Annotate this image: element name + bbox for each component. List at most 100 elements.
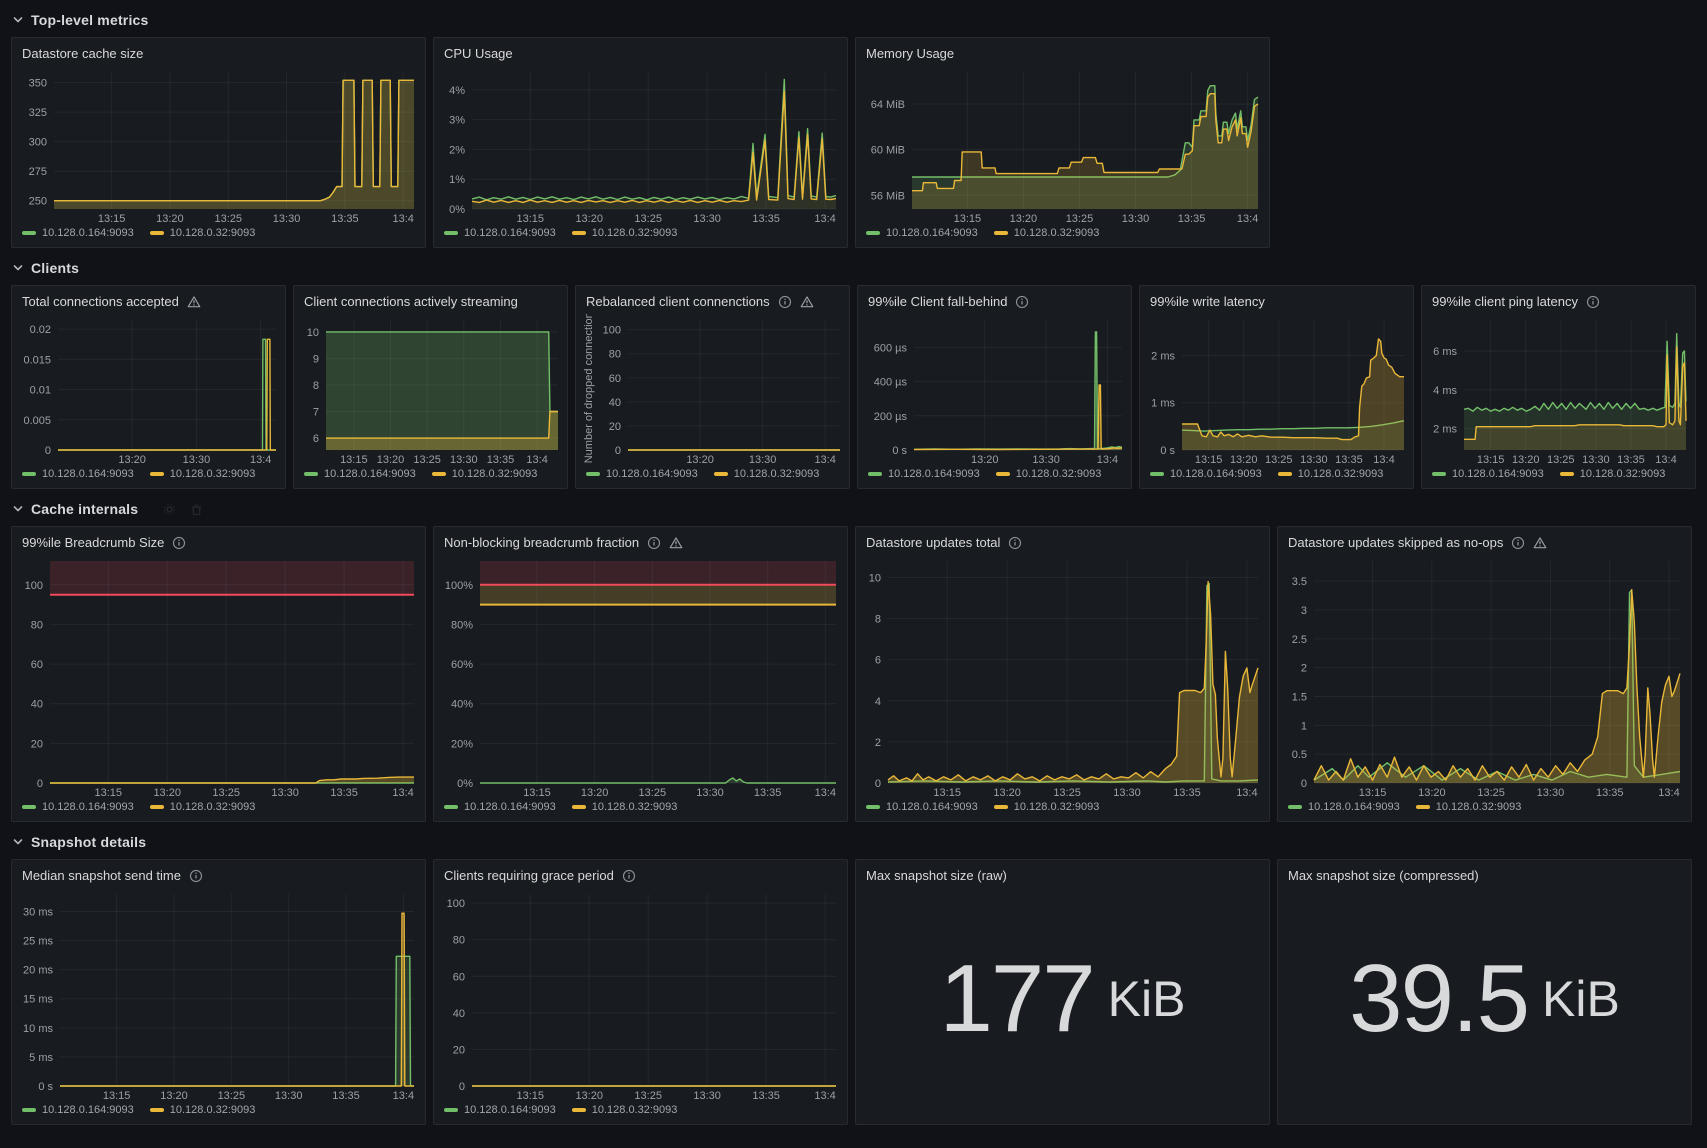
panel-title[interactable]: Non-blocking breadcrumb fraction xyxy=(444,534,640,550)
legend-item[interactable]: 10.128.0.32:9093 xyxy=(1277,468,1383,480)
svg-text:13:25: 13:25 xyxy=(1477,787,1505,799)
info-icon[interactable] xyxy=(778,295,792,309)
legend-item[interactable]: 10.128.0.164:9093 xyxy=(22,801,134,813)
chart-datastore-updates-total[interactable]: 0 2 4 6 8 10 13:15 13:20 13:25 13:30 13:35 13:4 xyxy=(864,555,1261,799)
panel-header: Total connections accepted xyxy=(12,286,285,314)
panel-title[interactable]: Memory Usage xyxy=(866,45,955,61)
svg-text:13:15: 13:15 xyxy=(94,787,122,799)
legend-item[interactable]: 10.128.0.164:9093 xyxy=(304,468,416,480)
panel-title[interactable]: Datastore updates skipped as no-ops xyxy=(1288,534,1504,550)
legend-item[interactable]: 10.128.0.32:9093 xyxy=(993,801,1099,813)
legend-item[interactable]: 10.128.0.32:9093 xyxy=(1415,801,1521,813)
legend-item[interactable]: 10.128.0.164:9093 xyxy=(866,227,978,239)
panel-title[interactable]: Datastore cache size xyxy=(22,45,144,61)
legend-item[interactable]: 10.128.0.164:9093 xyxy=(22,227,134,239)
legend-item[interactable]: 10.128.0.32:9093 xyxy=(993,227,1099,239)
warning-icon[interactable] xyxy=(1533,536,1547,550)
panel-header: Client connections actively streaming xyxy=(294,286,567,314)
warning-icon[interactable] xyxy=(187,295,201,309)
info-icon[interactable] xyxy=(172,536,186,550)
info-icon[interactable] xyxy=(647,536,661,550)
legend-item[interactable]: 10.128.0.32:9093 xyxy=(149,468,255,480)
section-header-clients[interactable]: Clients xyxy=(12,258,1707,278)
legend-item[interactable]: 10.128.0.164:9093 xyxy=(444,1104,556,1116)
legend-item[interactable]: 10.128.0.164:9093 xyxy=(586,468,698,480)
svg-text:40: 40 xyxy=(453,1008,465,1020)
legend-item[interactable]: 10.128.0.164:9093 xyxy=(866,801,978,813)
warning-icon[interactable] xyxy=(800,295,814,309)
panel-header: Datastore updates total xyxy=(856,527,1269,555)
legend-item[interactable]: 10.128.0.32:9093 xyxy=(713,468,819,480)
info-icon[interactable] xyxy=(1008,536,1022,550)
svg-text:13:4: 13:4 xyxy=(1237,213,1258,225)
legend-item[interactable]: 10.128.0.164:9093 xyxy=(1150,468,1262,480)
warning-icon[interactable] xyxy=(669,536,683,550)
chart-99-ile-write-latency[interactable]: 0 s 1 ms 2 ms 13:15 13:20 13:25 13:30 13:35 13:4 xyxy=(1148,314,1407,466)
legend-item[interactable]: 10.128.0.32:9093 xyxy=(995,468,1101,480)
svg-text:0: 0 xyxy=(37,778,43,790)
chart-rebalanced-client-connenctions[interactable]: 0 20 40 60 80 100 13:20 13:30 13:4 Number of drop… xyxy=(584,314,843,466)
info-icon[interactable] xyxy=(189,869,203,883)
panel-title[interactable]: Rebalanced client connenctions xyxy=(586,293,770,309)
legend-item[interactable]: 10.128.0.32:9093 xyxy=(571,1104,677,1116)
chart-datastore-updates-skipped-as-no-ops[interactable]: 0 0.5 1 1.5 2 2.5 3 3.5 13:15 13:20 13:25 13:30 13:3… xyxy=(1286,555,1683,799)
info-icon[interactable] xyxy=(1586,295,1600,309)
panel-title[interactable]: Max snapshot size (raw) xyxy=(866,867,1007,883)
legend-item[interactable]: 10.128.0.32:9093 xyxy=(149,801,255,813)
svg-text:0: 0 xyxy=(1301,778,1307,790)
svg-text:20 ms: 20 ms xyxy=(23,965,53,977)
chevron-down-icon xyxy=(13,265,23,271)
panel-title[interactable]: 99%ile client ping latency xyxy=(1432,293,1578,309)
panel-title[interactable]: 99%ile Breadcrumb Size xyxy=(22,534,165,550)
panel-title[interactable]: 99%ile write latency xyxy=(1150,293,1265,309)
legend-item[interactable]: 10.128.0.164:9093 xyxy=(1432,468,1544,480)
legend-item[interactable]: 10.128.0.164:9093 xyxy=(444,227,556,239)
legend-item[interactable]: 10.128.0.164:9093 xyxy=(444,801,556,813)
chart-clients-requiring-grace-period[interactable]: 0 20 40 60 80 100 13:15 13:20 13:25 13:30 13:35 13:… xyxy=(442,888,839,1102)
legend-item[interactable]: 10.128.0.32:9093 xyxy=(149,1104,255,1116)
info-icon[interactable] xyxy=(622,869,636,883)
chart-memory-usage[interactable]: 56 MiB 60 MiB 64 MiB 13:15 13:20 13:25 13:30 13… xyxy=(864,66,1261,225)
panel-title[interactable]: CPU Usage xyxy=(444,45,513,61)
chart-99-ile-client-ping-latency[interactable]: 2 ms 4 ms 6 ms 13:15 13:20 13:25 13:30 13:35 13:… xyxy=(1430,314,1689,466)
legend-item[interactable]: 10.128.0.32:9093 xyxy=(571,801,677,813)
panel-row-clients: Total connections accepted 0 0.005 0.01 0.01… xyxy=(11,285,1696,489)
panel-title[interactable]: 99%ile Client fall-behind xyxy=(868,293,1008,309)
chart-non-blocking-breadcrumb-fraction[interactable]: 0% 20% 40% 60% 80% 100% 13:15 13:20 13:25 13:30 13… xyxy=(442,555,839,799)
legend: 10.128.0.164:9093 10.128.0.32:9093 xyxy=(1140,466,1413,488)
panel-title[interactable]: Datastore updates total xyxy=(866,534,1001,550)
gear-icon[interactable] xyxy=(163,503,176,516)
legend-item[interactable]: 10.128.0.164:9093 xyxy=(22,1104,134,1116)
panel-title[interactable]: Total connections accepted xyxy=(22,293,179,309)
trash-icon[interactable] xyxy=(190,503,203,516)
chart-median-snapshot-send-time[interactable]: 0 s 5 ms 10 ms 15 ms 20 ms 25 ms 30 ms 13:15 13:… xyxy=(20,888,417,1102)
legend-item[interactable]: 10.128.0.32:9093 xyxy=(149,227,255,239)
panel-title[interactable]: Client connections actively streaming xyxy=(304,293,518,309)
legend-swatch xyxy=(149,1108,164,1112)
chart-client-connections-actively-streaming[interactable]: 6 7 8 9 10 13:15 13:20 13:25 13:30 13:35 13:4 xyxy=(302,314,561,466)
stat-value-wrap: 39.5 KiB xyxy=(1278,888,1691,1124)
chart-99-ile-client-fall-behind[interactable]: 0 s 200 µs 400 µs 600 µs 13:20 13:30 13:4 xyxy=(866,314,1125,466)
svg-text:80: 80 xyxy=(609,349,621,361)
panel-title[interactable]: Max snapshot size (compressed) xyxy=(1288,867,1479,883)
panel-header: Non-blocking breadcrumb fraction xyxy=(434,527,847,555)
legend-item[interactable]: 10.128.0.32:9093 xyxy=(1559,468,1665,480)
chart-total-connections-accepted[interactable]: 0 0.005 0.01 0.015 0.02 13:20 13:30 13:4 xyxy=(20,314,279,466)
info-icon[interactable] xyxy=(1015,295,1029,309)
panel-title[interactable]: Clients requiring grace period xyxy=(444,867,614,883)
chart-datastore-cache-size[interactable]: 250 275 300 325 350 13:15 13:20 13:25 13:30 13:35… xyxy=(20,66,417,225)
legend-item[interactable]: 10.128.0.164:9093 xyxy=(22,468,134,480)
svg-text:1.5: 1.5 xyxy=(1292,692,1307,704)
svg-text:13:25: 13:25 xyxy=(634,1090,662,1102)
chart-cpu-usage[interactable]: 0% 1% 2% 3% 4% 13:15 13:20 13:25 13:30 13:35 13:4 xyxy=(442,66,839,225)
panel-title[interactable]: Median snapshot send time xyxy=(22,867,181,883)
legend-item[interactable]: 10.128.0.32:9093 xyxy=(571,227,677,239)
section-header-cache-internals[interactable]: Cache internals xyxy=(12,499,1707,519)
chart-99-ile-breadcrumb-size[interactable]: 0 20 40 60 80 100 13:15 13:20 13:25 13:30 13:35 13:… xyxy=(20,555,417,799)
legend-item[interactable]: 10.128.0.164:9093 xyxy=(868,468,980,480)
section-header-top-level-metrics[interactable]: Top-level metrics xyxy=(12,10,1707,30)
info-icon[interactable] xyxy=(1511,536,1525,550)
legend-item[interactable]: 10.128.0.32:9093 xyxy=(431,468,537,480)
section-header-snapshot-details[interactable]: Snapshot details xyxy=(12,832,1707,852)
legend-item[interactable]: 10.128.0.164:9093 xyxy=(1288,801,1400,813)
